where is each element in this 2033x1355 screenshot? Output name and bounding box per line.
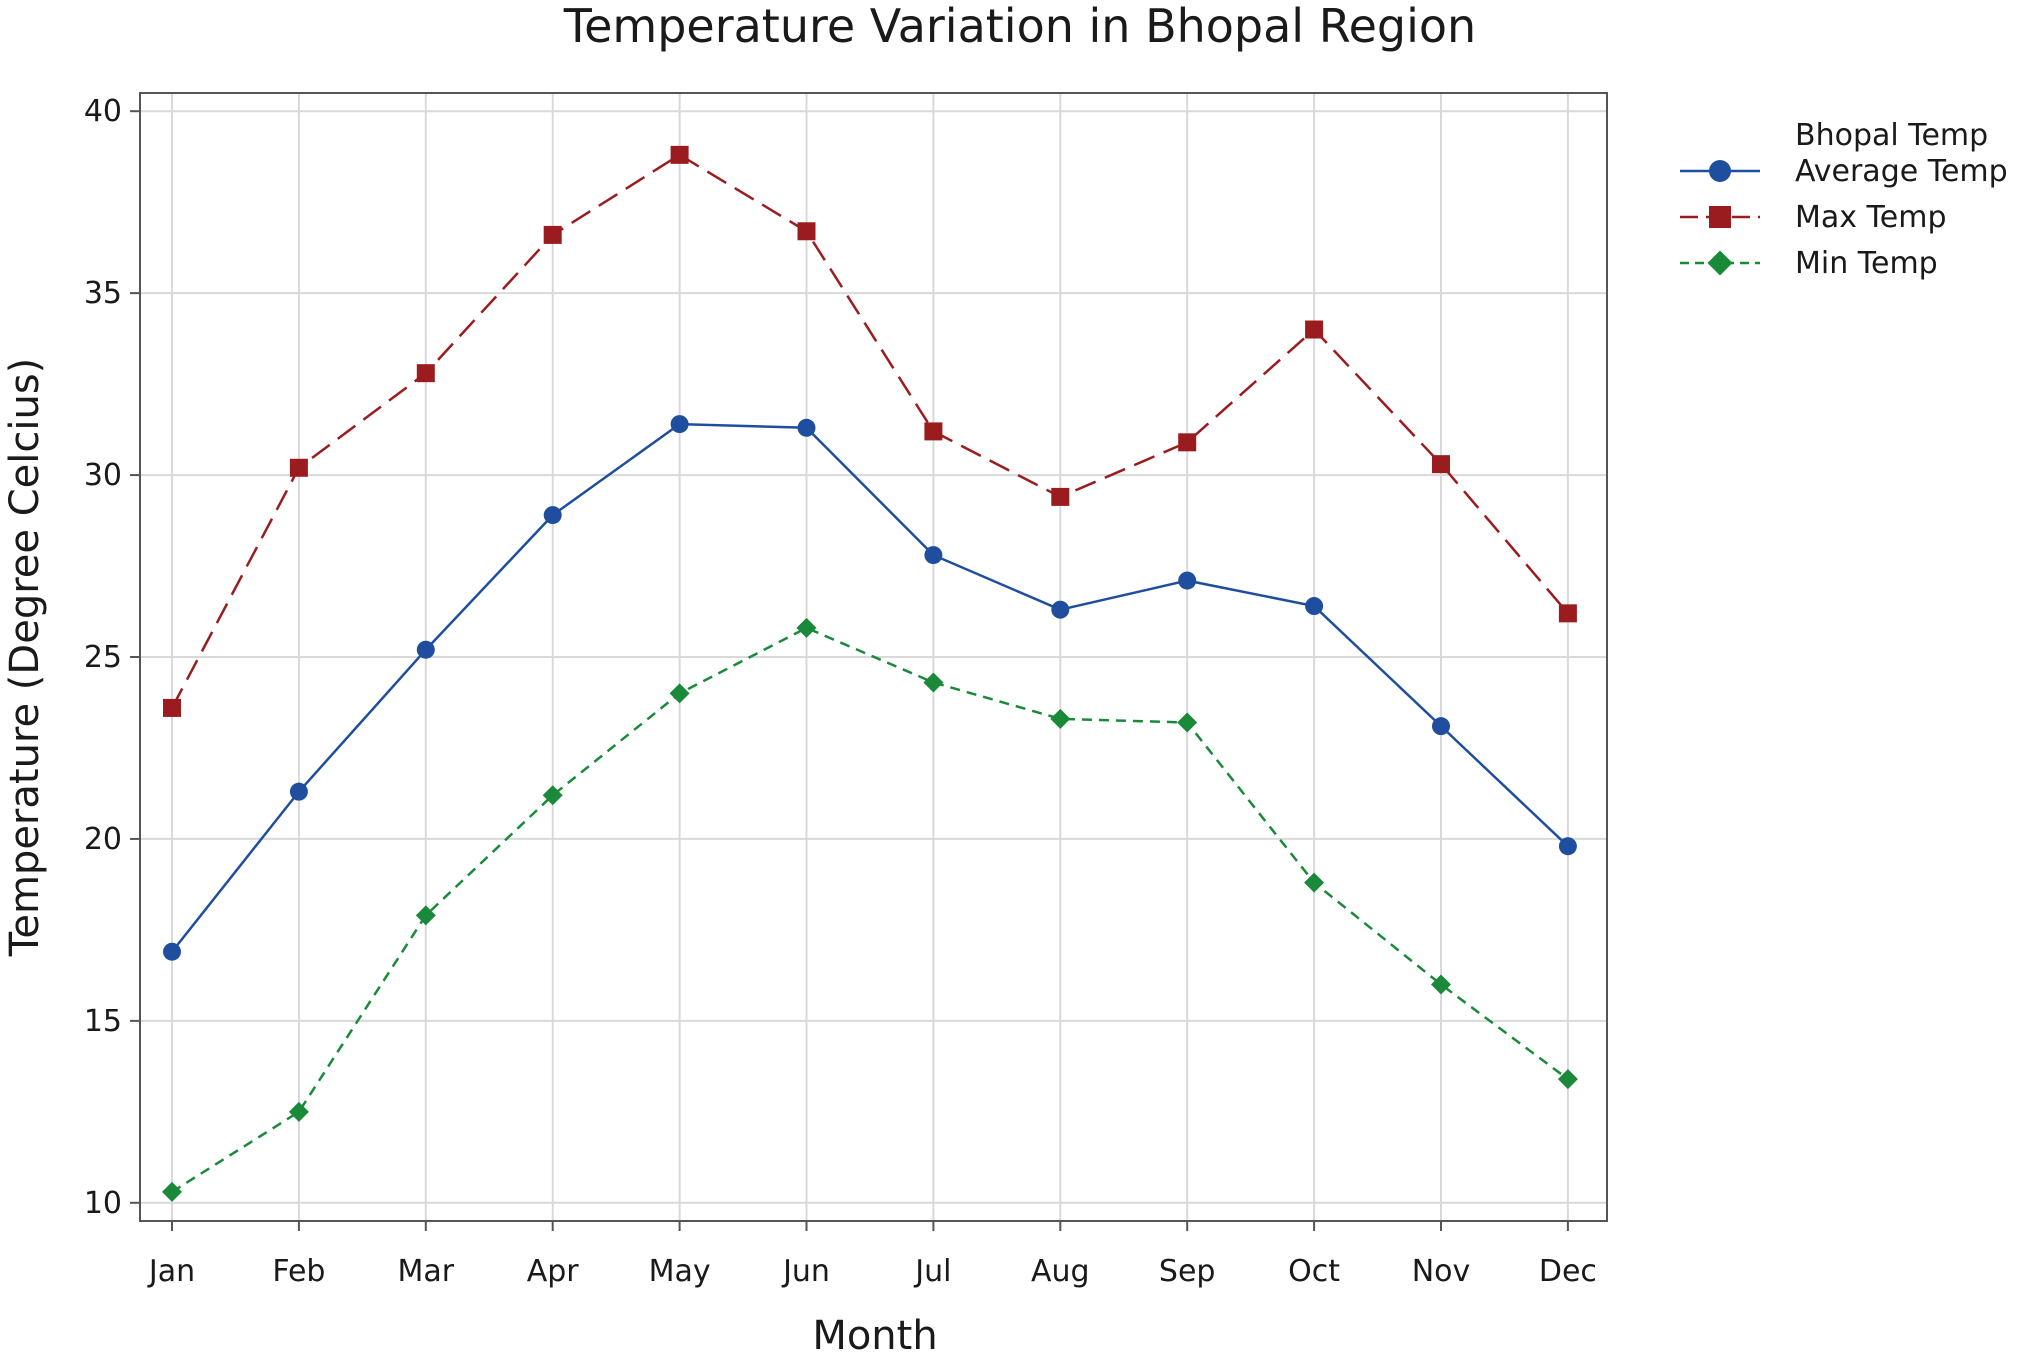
data-point [289,782,308,801]
data-point [415,905,436,926]
legend-label: Average Temp [1795,154,2008,189]
x-tick-label: Sep [1159,1254,1216,1289]
data-point [924,546,943,565]
data-point [1051,600,1070,619]
x-tick-label: Jan [147,1254,195,1289]
data-point [797,418,816,437]
data-point [162,1181,182,1202]
series-average-temp [163,415,1577,961]
series-min-temp [162,617,1578,1202]
series-line [170,153,1569,709]
data-point [1558,604,1577,623]
x-tick-label: Jun [781,1254,830,1289]
data-point [1178,433,1197,452]
data-point [416,640,435,659]
legend-label: Max Temp [1795,200,1947,235]
y-tick-label: 15 [84,1004,122,1039]
data-point [924,422,943,441]
x-axis-label: Month [812,1313,937,1355]
legend-marker [1709,206,1731,228]
x-tick-label: Dec [1539,1254,1597,1289]
y-tick-label: 40 [84,94,122,129]
legend-title: Bhopal Temp [1795,118,1988,153]
legend-marker [1707,250,1733,276]
data-point [416,364,435,383]
data-point [163,942,181,961]
x-tick-label: Jul [913,1254,951,1289]
data-point [923,672,944,693]
data-point [669,683,690,704]
data-point [1177,712,1198,733]
x-tick-label: Mar [397,1254,454,1289]
data-point [1432,717,1450,736]
legend: Bhopal Temp Average Temp Max Temp Min Temp [1680,118,2008,281]
x-tick-label: Feb [272,1254,325,1289]
legend-entry: Average Temp [1680,154,2008,189]
data-point [288,1101,309,1122]
data-point [670,415,689,434]
data-point [1431,974,1451,995]
x-tick-label: Nov [1412,1254,1471,1289]
series-line [171,626,1569,1193]
grid [140,93,1607,1221]
data-point [670,145,689,164]
data-point [797,222,816,241]
x-tick-label: Apr [527,1254,580,1289]
series-group [162,145,1578,1202]
series-max-temp [163,145,1577,717]
data-point [796,617,817,638]
data-point [1304,872,1325,893]
axis-ticks: 10 15 20 25 30 35 40 Jan Feb Mar Apr May Jun Jul Aug Se… [84,94,1597,1289]
y-tick-label: 20 [84,822,122,857]
x-tick-label: Aug [1031,1254,1090,1289]
y-tick-label: 35 [84,276,122,311]
data-point [1557,1069,1578,1090]
legend-entry: Max Temp [1680,200,1947,235]
data-point [543,506,562,525]
y-tick-label: 25 [84,640,122,675]
data-point [289,458,308,477]
data-point [1432,455,1450,474]
chart-title: Temperature Variation in Bhopal Region [563,0,1476,53]
legend-marker [1709,160,1731,182]
legend-entry: Min Temp [1680,246,1938,281]
data-point [543,225,562,244]
y-tick-label: 30 [84,458,122,493]
legend-label: Min Temp [1795,246,1938,281]
data-point [1305,597,1324,616]
y-axis-label: Temperature (Degree Celcius) [2,358,48,958]
series-line [171,422,1569,953]
y-tick-label: 10 [84,1186,122,1221]
data-point [1305,320,1324,339]
data-point [1178,571,1197,590]
x-tick-label: May [649,1254,711,1289]
x-tick-label: Oct [1288,1254,1340,1289]
data-point [163,698,181,717]
data-point [1050,708,1071,729]
data-point [542,785,563,806]
data-point [1558,837,1577,856]
data-point [1051,487,1070,506]
